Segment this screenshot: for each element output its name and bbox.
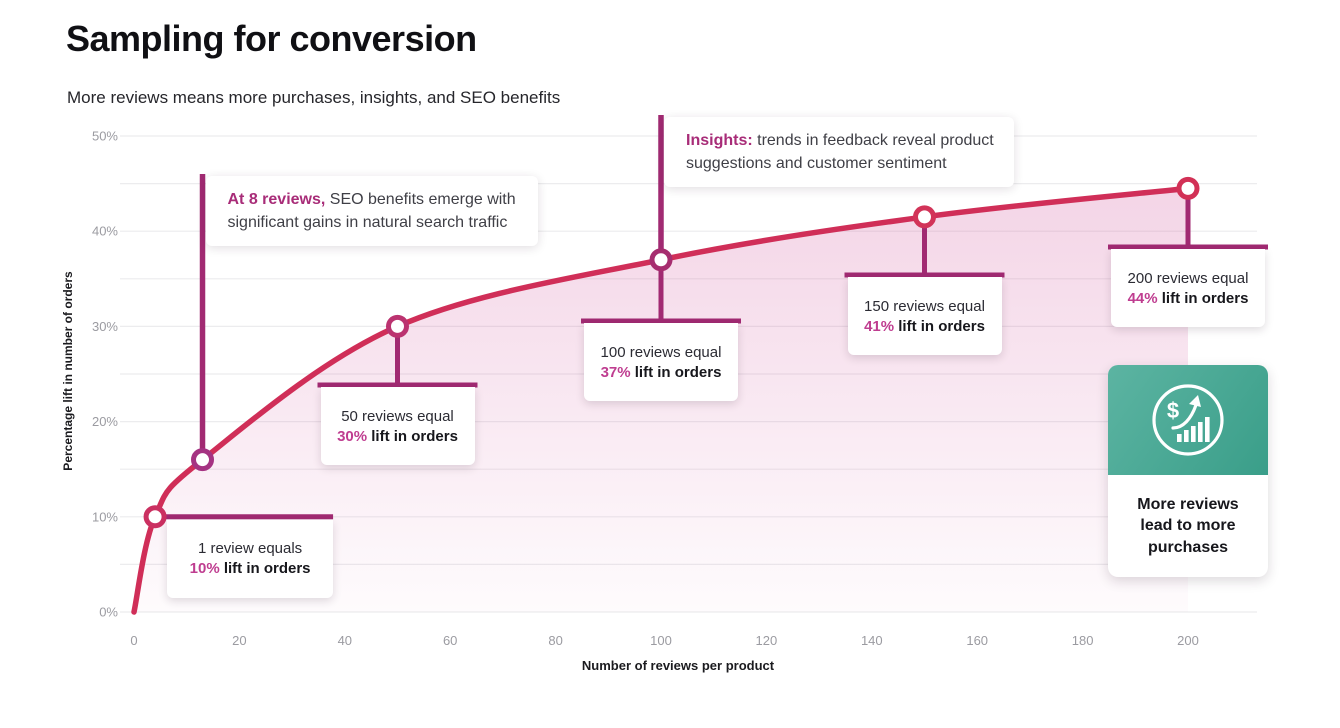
- svg-text:0: 0: [130, 633, 137, 648]
- callout-line1: 100 reviews equal: [600, 343, 722, 361]
- callout-200-reviews: 200 reviews equal 44% lift in orders: [1111, 249, 1265, 327]
- svg-text:40%: 40%: [92, 224, 118, 239]
- more-reviews-badge: $ More reviews lead to more purchases: [1108, 365, 1268, 577]
- callout-1-review: 1 review equals 10% lift in orders: [167, 519, 334, 598]
- svg-text:200: 200: [1177, 633, 1199, 648]
- svg-text:60: 60: [443, 633, 457, 648]
- x-axis-title: Number of reviews per product: [581, 658, 775, 673]
- svg-text:50%: 50%: [92, 129, 118, 144]
- axis-tick-labels: 0% 10% 20% 30% 40% 50% 0 20 40 60 80 100 120 140 160 18…: [92, 129, 1199, 649]
- callout-50-reviews: 50 reviews equal 30% lift in orders: [320, 387, 475, 465]
- callout-value: 41%: [864, 317, 895, 335]
- callout-line2: 30% lift in orders: [337, 427, 458, 445]
- svg-text:40: 40: [338, 633, 352, 648]
- annotation-insights: Insights: trends in feedback reveal prod…: [664, 117, 1014, 188]
- svg-text:160: 160: [966, 633, 988, 648]
- svg-text:180: 180: [1072, 633, 1094, 648]
- svg-text:140: 140: [861, 633, 883, 648]
- y-axis-title: Percentage lift in number of orders: [61, 271, 75, 471]
- page-subtitle: More reviews means more purchases, insig…: [67, 88, 561, 107]
- callout-value: 44%: [1127, 289, 1158, 307]
- callout-line2: 10% lift in orders: [189, 560, 311, 578]
- callout-line1: 150 reviews equal: [864, 297, 985, 315]
- annotation-insights-text: trends in feedback reveal product sugges…: [686, 132, 994, 173]
- annotation-seo-text: SEO benefits emerge with significant gai…: [227, 191, 516, 232]
- callout-line2: 41% lift in orders: [864, 317, 985, 335]
- badge-text: More reviews lead to more purchases: [1137, 495, 1239, 556]
- svg-text:10%: 10%: [92, 509, 118, 524]
- money-growth-icon: $: [1152, 384, 1224, 456]
- svg-text:20: 20: [232, 633, 246, 648]
- callout-value: 37%: [600, 363, 631, 381]
- callout-line1: 200 reviews equal: [1127, 269, 1249, 287]
- callout-value: 10%: [189, 560, 220, 578]
- data-point-markers: [143, 176, 1200, 529]
- svg-text:120: 120: [756, 633, 778, 648]
- callout-100-reviews: 100 reviews equal 37% lift in orders: [584, 323, 738, 401]
- svg-text:$: $: [1167, 398, 1179, 423]
- callout-connectors: [155, 115, 1268, 520]
- page-title: Sampling for conversion: [66, 18, 477, 59]
- svg-text:100: 100: [650, 633, 672, 648]
- callout-value: 30%: [337, 427, 368, 445]
- svg-text:30%: 30%: [92, 319, 118, 334]
- annotation-seo: At 8 reviews, SEO benefits emerge with s…: [205, 176, 538, 247]
- callout-150-reviews: 150 reviews equal 41% lift in orders: [847, 277, 1002, 355]
- badge-icon-panel: $: [1108, 365, 1268, 475]
- svg-text:0%: 0%: [99, 605, 118, 620]
- trend-line: [131, 185, 1191, 615]
- callout-line2: 44% lift in orders: [1127, 289, 1249, 307]
- callout-line1: 50 reviews equal: [341, 407, 454, 425]
- annotation-seo-lead: At 8 reviews,: [227, 191, 326, 208]
- callout-line2: 37% lift in orders: [600, 363, 722, 381]
- callout-line1: 1 review equals: [197, 540, 303, 558]
- svg-text:20%: 20%: [92, 414, 118, 429]
- svg-text:80: 80: [548, 633, 562, 648]
- annotation-insights-lead: Insights:: [686, 132, 753, 149]
